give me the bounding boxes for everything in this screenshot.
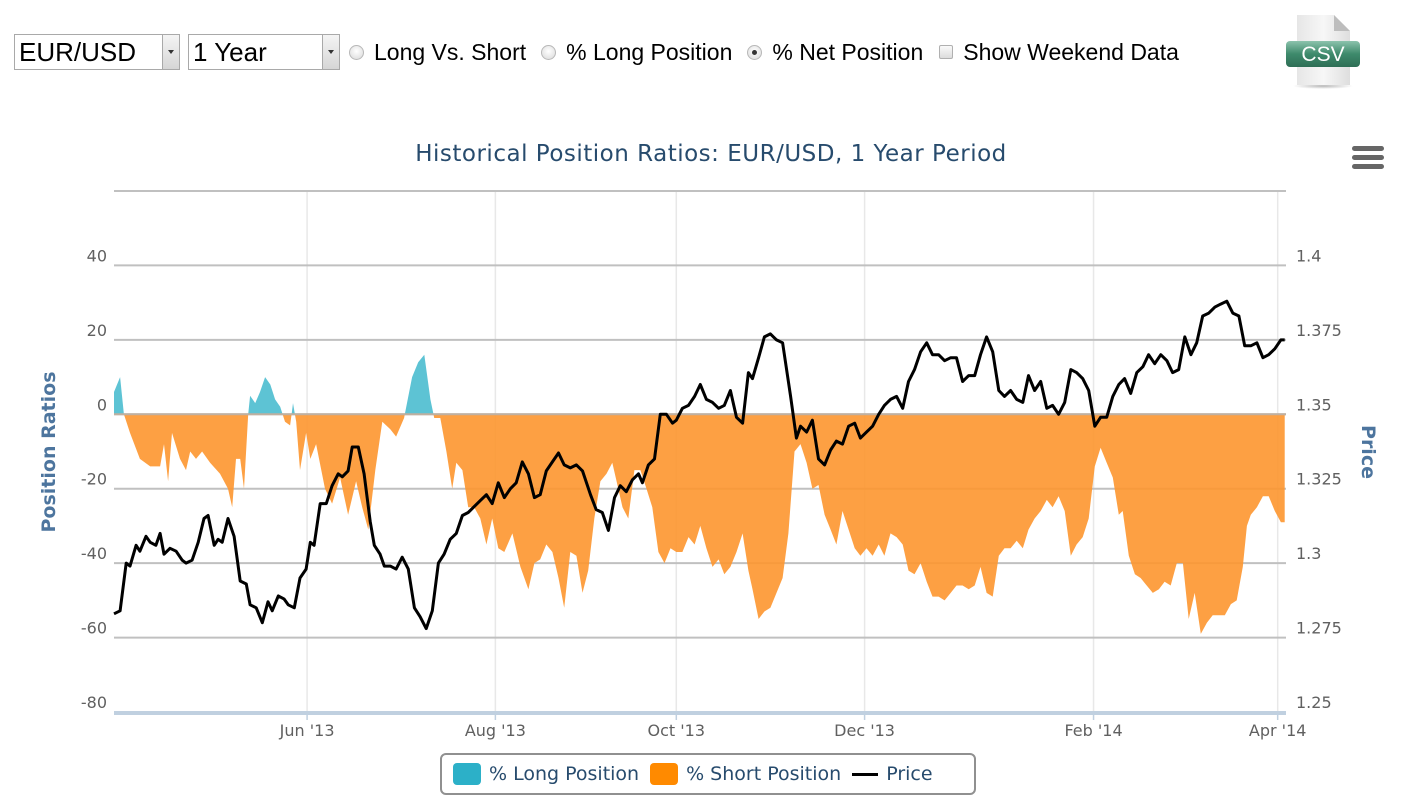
- x-tick-label: Oct '13: [648, 721, 706, 740]
- currency-pair-select[interactable]: EUR/USD: [14, 34, 180, 70]
- y-right-tick-label: 1.4: [1296, 246, 1321, 265]
- legend: % Long Position % Short Position Price: [440, 753, 976, 795]
- x-tick-label: Apr '14: [1249, 721, 1307, 740]
- x-tick-label: Feb '14: [1064, 721, 1122, 740]
- radio-label: % Long Position: [566, 38, 733, 65]
- y-right-tick-label: 1.275: [1296, 619, 1342, 638]
- legend-label: % Short Position: [686, 763, 842, 785]
- toolbar: EUR/USD 1 Year Long Vs. Short % Long Pos…: [14, 33, 1179, 71]
- short-position-area: [114, 414, 1285, 634]
- legend-label: % Long Position: [489, 763, 640, 785]
- radio-button[interactable]: [541, 44, 557, 60]
- y-left-tick-label: 20: [87, 321, 107, 340]
- y-right-axis-title: Price: [1357, 425, 1379, 479]
- radio-long-vs-short[interactable]: Long Vs. Short: [349, 39, 526, 66]
- y-right-tick-label: 1.3: [1296, 544, 1321, 563]
- price-line: [113, 299, 1285, 631]
- period-select[interactable]: 1 Year: [188, 34, 340, 70]
- checkbox-label: Show Weekend Data: [963, 38, 1179, 65]
- legend-swatch-long: [453, 763, 481, 785]
- csv-download-button[interactable]: CSV: [1284, 13, 1362, 91]
- legend-item-long[interactable]: % Long Position: [453, 763, 639, 785]
- period-value: 1 Year: [193, 37, 267, 67]
- radio-label: Long Vs. Short: [374, 38, 527, 65]
- y-left-tick-label: -80: [81, 693, 107, 712]
- y-right-tick-label: 1.325: [1296, 470, 1342, 489]
- y-left-tick-label: -40: [81, 544, 107, 563]
- chart-title: Historical Position Ratios: EUR/USD, 1 Y…: [415, 141, 1007, 167]
- currency-pair-value: EUR/USD: [19, 37, 137, 67]
- legend-item-price[interactable]: Price: [852, 763, 933, 785]
- x-tick-label: Jun '13: [279, 721, 335, 740]
- y-right-tick-label: 1.35: [1296, 395, 1332, 414]
- radio-button[interactable]: [349, 44, 364, 60]
- legend-label: Price: [886, 763, 933, 785]
- chevron-down-icon[interactable]: [322, 35, 339, 69]
- y-left-tick-label: 0: [97, 395, 107, 414]
- chevron-down-icon[interactable]: [162, 35, 179, 69]
- radio-net-position[interactable]: % Net Position: [747, 39, 923, 66]
- legend-item-short[interactable]: % Short Position: [650, 763, 841, 785]
- radio-button-selected[interactable]: [747, 44, 763, 60]
- csv-file-icon: CSV: [1286, 15, 1360, 89]
- csv-label: CSV: [1301, 43, 1344, 66]
- y-right-tick-label: 1.375: [1296, 321, 1342, 340]
- y-left-tick-label: 40: [87, 246, 107, 265]
- y-left-tick-label: -20: [81, 470, 107, 489]
- area-series: [114, 354, 1286, 634]
- hamburger-menu-icon[interactable]: [1352, 146, 1384, 172]
- y-right-tick-label: 1.25: [1296, 693, 1332, 712]
- price-series: [113, 299, 1285, 631]
- weekend-data-option[interactable]: Show Weekend Data: [939, 39, 1179, 66]
- axes: Jun '13 Aug '13 Oct '13 Dec '13 Feb '14 Apr '…: [38, 246, 1379, 740]
- radio-long-position[interactable]: % Long Position: [541, 39, 732, 66]
- x-tick-label: Dec '13: [834, 721, 895, 740]
- y-left-axis-title: Position Ratios: [38, 372, 60, 533]
- x-tick-label: Aug '13: [465, 721, 526, 740]
- legend-swatch-price: [852, 772, 879, 776]
- weekend-data-checkbox[interactable]: [939, 45, 954, 59]
- legend-swatch-short: [650, 763, 679, 785]
- y-left-tick-label: -60: [81, 619, 107, 638]
- radio-label: % Net Position: [772, 38, 924, 65]
